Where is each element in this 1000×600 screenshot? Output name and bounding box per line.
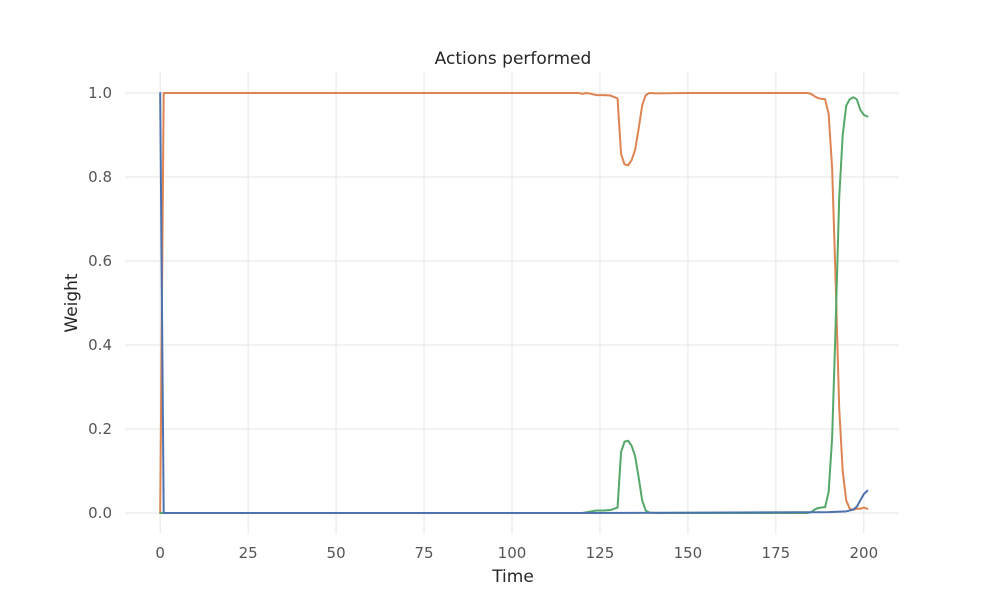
- x-tick-label: 125: [586, 544, 615, 562]
- grid: [125, 72, 899, 534]
- series-line-2: [159, 96, 869, 514]
- y-tick-label: 0.0: [88, 504, 112, 522]
- y-tick-labels: 0.0 0.2 0.4 0.6 0.8 1.0: [88, 84, 112, 522]
- chart-title: Actions performed: [435, 49, 592, 69]
- y-tick-label: 0.8: [88, 168, 112, 186]
- x-axis-label: Time: [491, 567, 534, 587]
- series-line-3: [159, 92, 869, 514]
- x-tick-labels: 0 25 50 75 100 125 150 175 200: [155, 544, 878, 562]
- y-axis-label: Weight: [62, 273, 82, 333]
- y-tick-label: 0.2: [88, 420, 112, 438]
- y-tick-label: 0.6: [88, 252, 112, 270]
- x-tick-label: 0: [155, 544, 165, 562]
- x-tick-label: 100: [498, 544, 527, 562]
- x-tick-label: 175: [762, 544, 791, 562]
- x-tick-label: 150: [674, 544, 703, 562]
- x-tick-label: 50: [327, 544, 346, 562]
- y-tick-label: 0.4: [88, 336, 112, 354]
- y-tick-label: 1.0: [88, 84, 112, 102]
- series-lines: [159, 92, 869, 514]
- x-tick-label: 200: [849, 544, 878, 562]
- series-line-1: [159, 92, 869, 514]
- x-tick-label: 25: [239, 544, 258, 562]
- x-tick-label: 75: [414, 544, 433, 562]
